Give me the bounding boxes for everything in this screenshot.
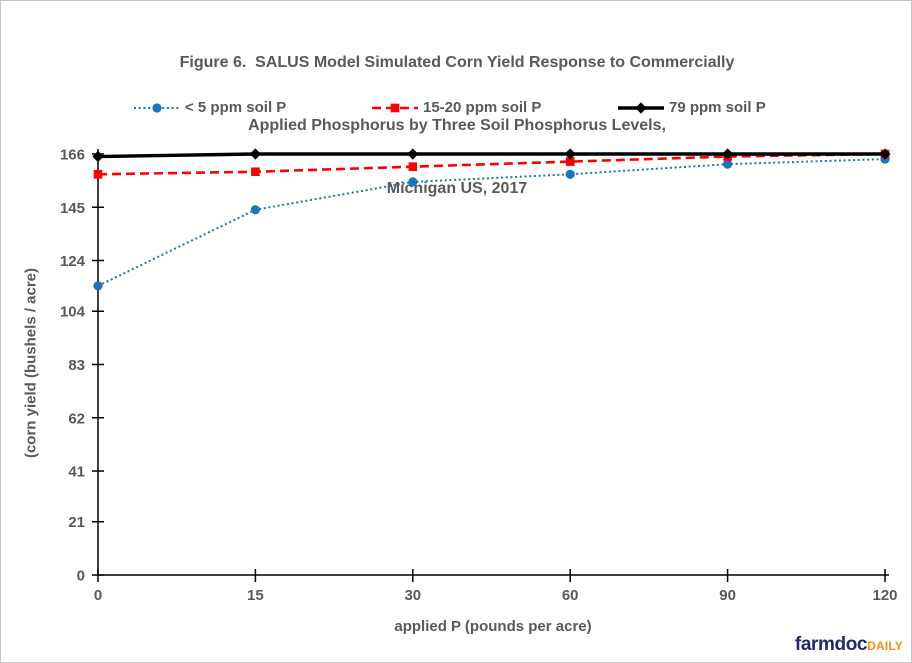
- legend-label-79ppm: 79 ppm soil P: [669, 99, 766, 116]
- x-tick-label: 0: [94, 587, 102, 604]
- legend-swatch-solid-diamond-icon: [618, 101, 664, 114]
- legend-item-lt5ppm: < 5 ppm soil P: [134, 99, 286, 116]
- y-axis-title: (corn yield (bushels / acre): [22, 267, 40, 459]
- axes: 0 21 41 62 83 104 124 145 166 0 15 30 60 90 120: [60, 147, 898, 605]
- farmdoc-daily-logo: farmdocDAILY: [795, 634, 903, 656]
- legend-label-lt5ppm: < 5 ppm soil P: [185, 99, 287, 116]
- figure-title-line-2: Applied Phosphorus by Three Soil Phospho…: [248, 117, 666, 134]
- legend-swatch-dashed-square-icon: [372, 103, 418, 112]
- x-tick-label: 15: [247, 587, 264, 604]
- y-tick-label: 124: [60, 253, 86, 270]
- y-tick-label: 41: [68, 464, 85, 481]
- x-tick-label: 120: [872, 587, 897, 604]
- y-tick-label: 83: [68, 357, 85, 374]
- y-tick-label: 104: [60, 304, 86, 321]
- legend-item-15-20ppm: 15-20 ppm soil P: [372, 99, 541, 116]
- farmdoc-logo-text: farmdoc: [794, 634, 868, 655]
- y-tick-label: 62: [68, 410, 85, 427]
- legend-label-15-20ppm: 15-20 ppm soil P: [423, 99, 542, 116]
- x-tick-label: 30: [404, 587, 421, 604]
- farmdoc-daily-suffix: DAILY: [867, 639, 903, 653]
- y-tick-label: 21: [68, 514, 85, 531]
- x-axis-title: applied P (pounds per acre): [394, 618, 592, 635]
- series-5-ppm-soil-p: [93, 154, 890, 291]
- figure-title-line-1: Figure 6. SALUS Model Simulated Corn Yie…: [179, 54, 735, 71]
- x-tick-label: 90: [719, 587, 736, 604]
- legend-swatch-dotted-circle-icon: [134, 102, 180, 113]
- series-79-ppm-soil-p: [92, 148, 891, 163]
- y-tick-label: 166: [60, 147, 85, 164]
- legend-item-79ppm: 79 ppm soil P: [618, 99, 766, 116]
- x-tick-label: 60: [562, 587, 579, 604]
- y-tick-label: 145: [60, 200, 85, 217]
- y-tick-label: 0: [77, 568, 85, 585]
